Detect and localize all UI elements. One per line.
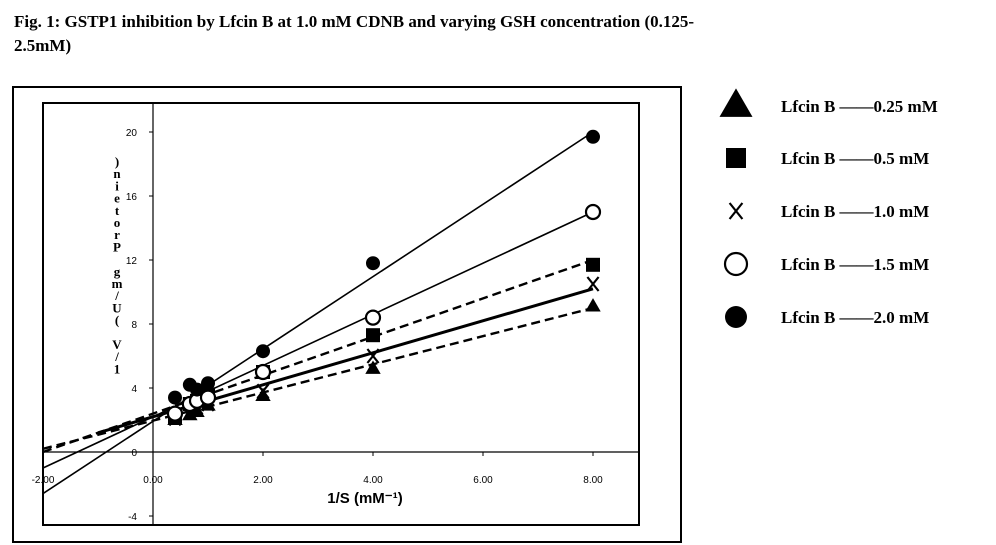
data-point bbox=[199, 389, 217, 406]
data-point bbox=[586, 129, 600, 144]
x-tick-label: 6.00 bbox=[473, 475, 493, 486]
y-axis-label-char: o bbox=[114, 215, 121, 230]
x-marker-stroke bbox=[256, 383, 270, 399]
x-marker-stroke bbox=[366, 348, 380, 364]
y-tick-label: -4 bbox=[128, 512, 137, 523]
x-tick-label: 0.00 bbox=[143, 475, 163, 486]
x-axis-label: 1/S (mM⁻¹) bbox=[327, 490, 402, 507]
data-point bbox=[256, 383, 270, 399]
legend-label: Lfcin B ——1.0 mM bbox=[781, 202, 929, 221]
y-axis-label-char: V bbox=[112, 337, 122, 352]
x-tick-label: -2.00 bbox=[32, 475, 55, 486]
x-tick-label: 2.00 bbox=[253, 475, 273, 486]
fit-line bbox=[42, 131, 594, 495]
data-point bbox=[365, 360, 381, 374]
fit-line bbox=[42, 211, 594, 469]
data-point bbox=[166, 405, 184, 422]
y-axis-label-char: i bbox=[115, 178, 119, 193]
x-tick-label: 4.00 bbox=[363, 475, 383, 486]
y-axis-label-char: ) bbox=[115, 154, 119, 169]
y-tick-label: 16 bbox=[126, 192, 138, 203]
data-point bbox=[364, 309, 382, 326]
x-marker-stroke bbox=[728, 202, 744, 220]
x-tick-label: 8.00 bbox=[583, 475, 603, 486]
legend-marker bbox=[725, 306, 747, 328]
data-point bbox=[586, 257, 600, 272]
data-point bbox=[201, 376, 215, 391]
data-point bbox=[585, 298, 601, 312]
figure-title: Fig. 1: GSTP1 inhibition by Lfcin B at 1… bbox=[14, 12, 695, 55]
legend-label: Lfcin B ——0.5 mM bbox=[781, 149, 929, 168]
y-axis-label-char: e bbox=[114, 191, 120, 206]
data-point bbox=[584, 203, 602, 221]
y-axis-label-char: n bbox=[113, 166, 121, 181]
data-point bbox=[366, 256, 380, 271]
legend-marker bbox=[728, 202, 744, 220]
legend-label: Lfcin B ——0.25 mM bbox=[781, 97, 938, 116]
data-point bbox=[254, 363, 272, 381]
y-axis-label-char: / bbox=[114, 288, 119, 303]
y-axis-label-char: t bbox=[115, 203, 120, 218]
y-axis-label-char: g bbox=[114, 264, 121, 279]
data-point bbox=[256, 344, 270, 359]
legend-marker bbox=[723, 251, 749, 277]
y-tick-label: 8 bbox=[131, 320, 137, 331]
y-axis-label-char: 1 bbox=[114, 361, 121, 376]
data-point bbox=[366, 348, 380, 364]
y-tick-label: 0 bbox=[131, 448, 137, 459]
legend-marker bbox=[719, 88, 753, 117]
x-marker-stroke bbox=[586, 276, 600, 292]
y-tick-label: 4 bbox=[131, 384, 137, 395]
data-point bbox=[586, 276, 600, 292]
y-axis-label-char: r bbox=[114, 227, 120, 242]
y-axis-label-char: P bbox=[113, 239, 121, 254]
y-axis-label-char: / bbox=[114, 349, 119, 364]
y-axis-label-char: ( bbox=[115, 313, 119, 328]
plot-area-frame bbox=[42, 102, 640, 526]
y-axis-label-char: m bbox=[112, 276, 123, 291]
fit-line bbox=[42, 306, 594, 450]
chart-outer-frame bbox=[12, 86, 682, 543]
legend-label: Lfcin B ——2.0 mM bbox=[781, 308, 929, 327]
legend-label: Lfcin B ——1.5 mM bbox=[781, 255, 929, 274]
y-axis-label-char: U bbox=[112, 300, 122, 315]
data-point bbox=[366, 328, 380, 343]
data-point bbox=[190, 382, 204, 397]
data-point bbox=[168, 390, 182, 405]
legend-marker bbox=[726, 148, 746, 168]
y-tick-label: 20 bbox=[126, 128, 138, 139]
y-tick-label: 12 bbox=[126, 256, 138, 267]
